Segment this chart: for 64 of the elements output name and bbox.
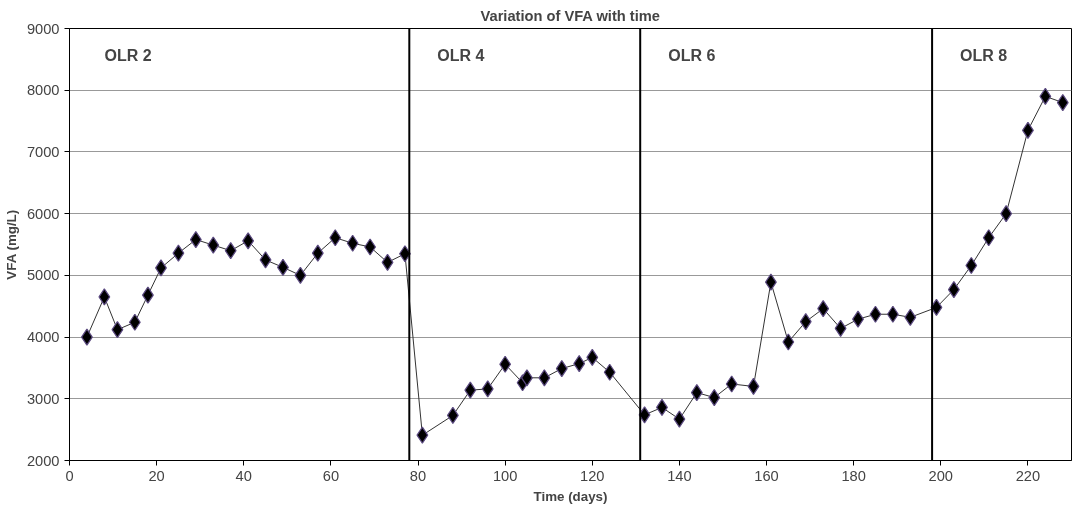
point bbox=[364, 238, 377, 256]
y-tick-label: 4000 bbox=[26, 329, 60, 346]
point bbox=[573, 355, 586, 373]
x-tick-label: 220 bbox=[1015, 467, 1041, 484]
x-tick-label: 160 bbox=[754, 467, 779, 484]
y-tick-label: 2000 bbox=[26, 452, 60, 469]
x-axis-title: Time (days) bbox=[533, 488, 608, 504]
point bbox=[1039, 87, 1052, 105]
x-tick-label: 40 bbox=[235, 467, 252, 484]
point bbox=[464, 381, 477, 399]
point bbox=[311, 244, 324, 262]
x-tick-label: 200 bbox=[928, 467, 954, 484]
y-tick-label: 6000 bbox=[26, 205, 60, 222]
ref-line-label: OLR 6 bbox=[668, 46, 716, 64]
point bbox=[869, 305, 882, 323]
point bbox=[690, 384, 703, 402]
annotation: OLR 2 bbox=[104, 46, 152, 64]
point bbox=[499, 355, 512, 373]
y-tick-label: 3000 bbox=[26, 390, 60, 407]
point bbox=[725, 375, 738, 393]
point bbox=[982, 229, 995, 247]
point bbox=[638, 406, 651, 424]
x-tick-label: 80 bbox=[409, 467, 427, 484]
point bbox=[242, 232, 255, 250]
x-tick-label: 140 bbox=[667, 467, 692, 484]
y-tick-label: 8000 bbox=[26, 82, 60, 99]
point bbox=[141, 286, 154, 304]
ref-line-label: OLR 8 bbox=[960, 46, 1008, 64]
point bbox=[1000, 205, 1013, 223]
y-tick-label: 7000 bbox=[26, 143, 60, 160]
point bbox=[128, 313, 141, 331]
x-tick-label: 60 bbox=[322, 467, 340, 484]
point bbox=[673, 410, 686, 428]
chart-title: Variation of VFA with time bbox=[480, 7, 660, 24]
x-tick-label: 100 bbox=[492, 467, 518, 484]
point bbox=[98, 288, 111, 306]
y-tick-label: 5000 bbox=[26, 267, 60, 284]
x-tick-label: 120 bbox=[580, 467, 605, 484]
ref-line-label: OLR 4 bbox=[437, 46, 485, 64]
point bbox=[80, 328, 93, 346]
point bbox=[294, 266, 307, 284]
y-tick-label: 9000 bbox=[26, 20, 60, 37]
point bbox=[782, 333, 795, 351]
point bbox=[172, 244, 185, 262]
x-tick-label: 20 bbox=[148, 467, 165, 484]
point bbox=[224, 242, 237, 260]
point bbox=[904, 308, 917, 326]
point bbox=[259, 251, 272, 269]
point bbox=[346, 234, 359, 252]
point bbox=[481, 380, 494, 398]
y-axis-title: VFA (mg/L) bbox=[3, 209, 19, 280]
point bbox=[817, 300, 830, 318]
point bbox=[207, 236, 220, 254]
point bbox=[886, 305, 899, 323]
point bbox=[111, 321, 124, 339]
point bbox=[764, 273, 777, 291]
x-tick-label: 180 bbox=[841, 467, 866, 484]
point bbox=[799, 313, 812, 331]
point bbox=[416, 426, 429, 444]
point bbox=[381, 253, 394, 271]
point bbox=[603, 363, 616, 381]
point bbox=[538, 369, 551, 387]
point bbox=[329, 229, 342, 247]
x-tick-label: 0 bbox=[65, 467, 74, 484]
